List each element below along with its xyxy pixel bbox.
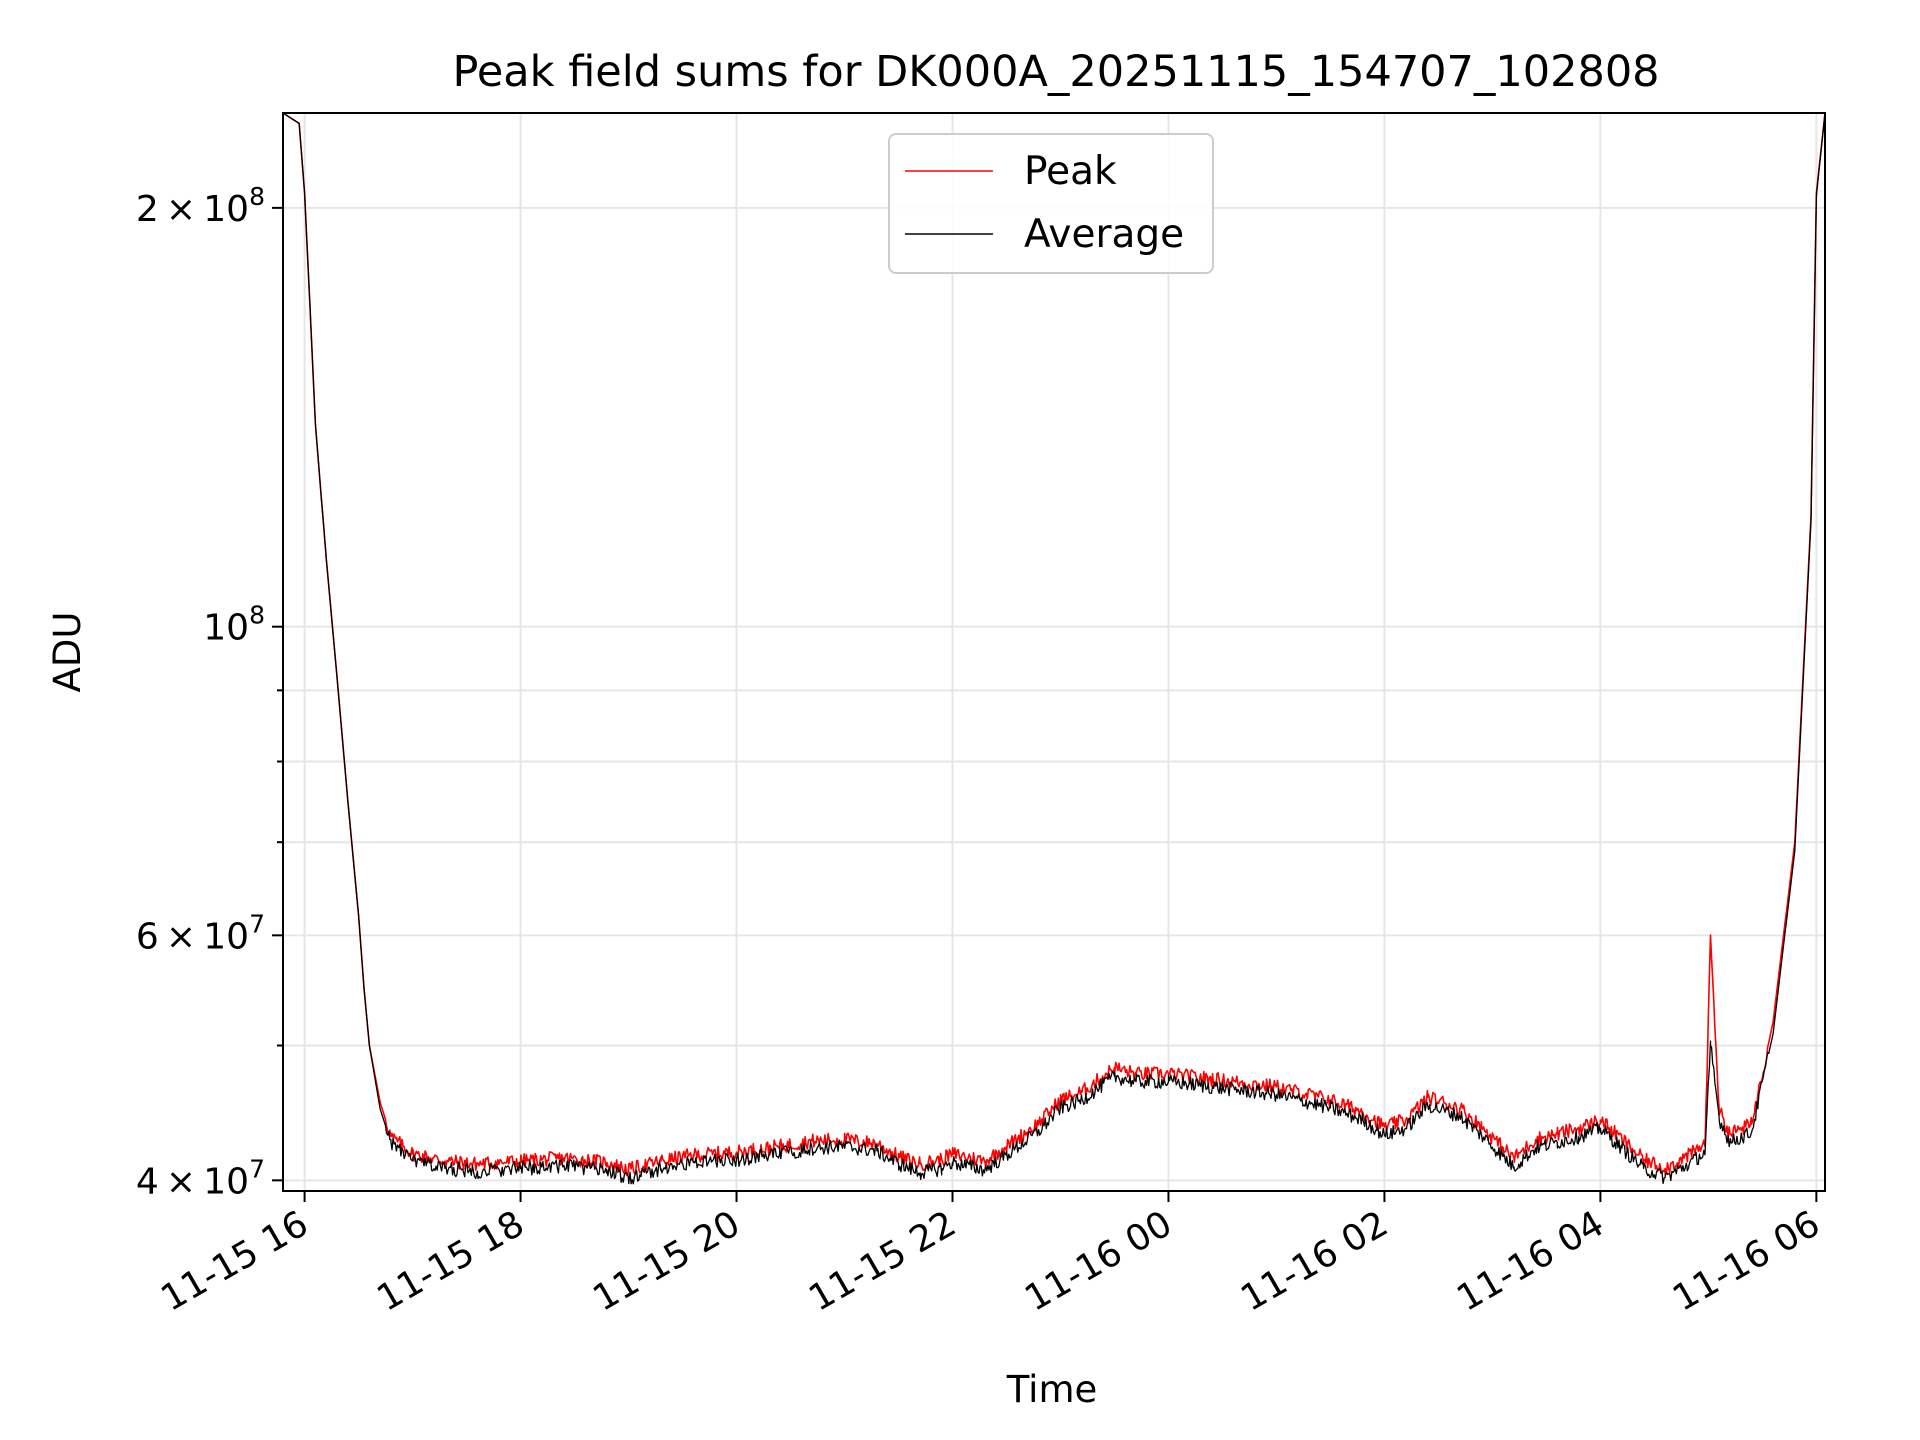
legend-box — [888, 133, 1214, 274]
y-tick-label: 108 — [203, 601, 265, 649]
y-tick-label: 6 × 107 — [136, 909, 265, 957]
plot-area — [283, 113, 1825, 1185]
grid — [283, 113, 1825, 1191]
axes-frame — [282, 112, 1826, 1192]
legend-label-average: Average — [1024, 212, 1184, 257]
y-axis: 4 × 107 6 × 107 108 2 × 108 — [136, 182, 283, 1202]
legend-label-peak: Peak — [1024, 149, 1117, 194]
legend: Peak Average — [888, 133, 1214, 274]
series-line-peak — [283, 113, 1825, 1177]
x-axis-label: Time — [1006, 1368, 1098, 1411]
y-tick-label: 4 × 107 — [136, 1154, 265, 1202]
y-axis-label: ADU — [46, 612, 89, 693]
y-tick-label: 2 × 108 — [136, 182, 265, 230]
chart-title: Peak field sums for DK000A_20251115_1547… — [452, 47, 1659, 97]
series-line-average — [283, 113, 1825, 1185]
